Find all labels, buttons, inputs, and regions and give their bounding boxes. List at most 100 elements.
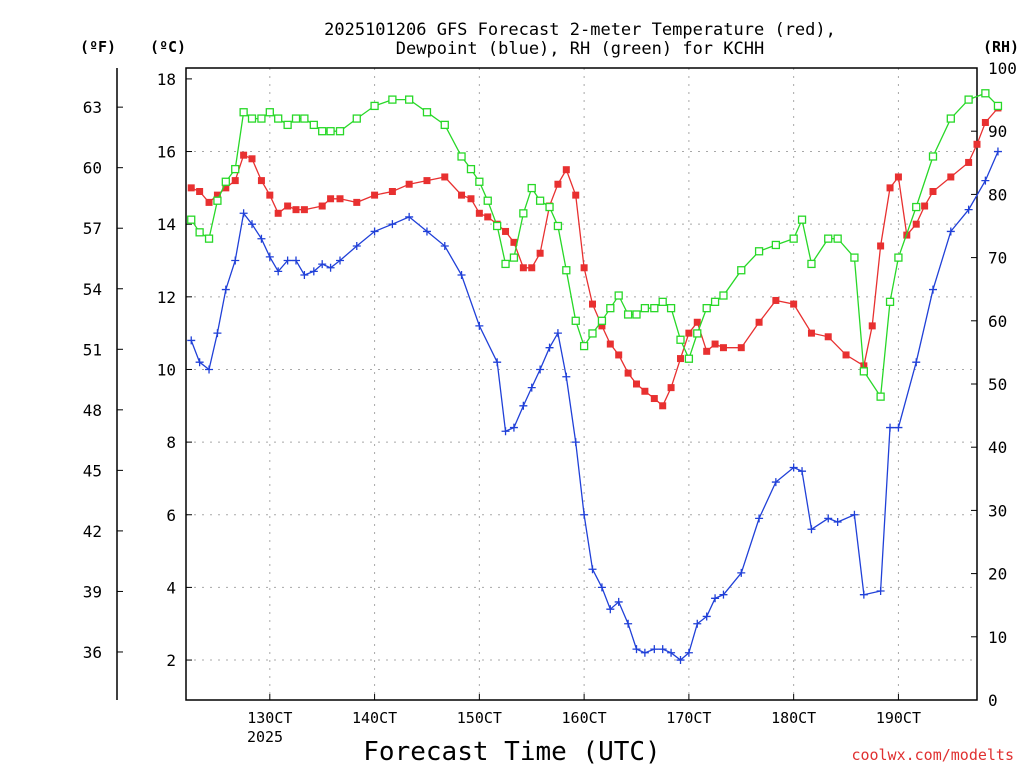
dewpoint-point — [318, 260, 327, 269]
dewpoint-point — [553, 329, 562, 338]
dewpoint-point — [597, 583, 606, 592]
temperature-point — [441, 173, 449, 181]
rh-point — [824, 234, 833, 243]
dewpoint-point — [527, 383, 536, 392]
dewpoint-point — [292, 256, 301, 265]
dewpoint-point — [405, 212, 414, 221]
temperature-point — [981, 118, 989, 126]
temperature-point — [737, 344, 745, 352]
dewpoint-point — [326, 263, 335, 272]
celsius-tick-label: 6 — [166, 506, 176, 525]
dewpoint-point — [257, 234, 266, 243]
rh-point — [623, 310, 633, 319]
temperature-point — [947, 173, 955, 181]
dewpoint-point — [693, 619, 702, 628]
dewpoint-point — [205, 365, 214, 374]
dewpoint-point — [886, 423, 895, 432]
dewpoint-point — [993, 147, 1002, 156]
fahrenheit-tick-label: 39 — [83, 582, 102, 601]
x-tick-label: 150CT — [457, 709, 502, 727]
x-tick-label: 180CT — [771, 709, 816, 727]
plot-frame — [185, 67, 978, 701]
temperature-point — [659, 402, 667, 410]
temperature-point — [475, 209, 483, 217]
rh-tick-label: 30 — [988, 501, 1007, 520]
dewpoint-point — [789, 463, 798, 472]
rh-point — [318, 127, 327, 136]
dewpoint-point — [571, 438, 580, 447]
rh-point — [204, 234, 214, 243]
temperature-point — [703, 347, 711, 355]
dewpoint-point — [580, 510, 589, 519]
rh-point — [405, 95, 414, 104]
rh-point — [283, 120, 292, 130]
temperature-point — [318, 202, 326, 210]
celsius-tick-label: 4 — [166, 578, 176, 597]
rh-point — [650, 304, 659, 313]
dewpoint-point — [300, 271, 309, 280]
rh-point — [876, 392, 885, 401]
rh-point — [440, 120, 449, 130]
rh-point — [710, 297, 720, 306]
dewpoint-point — [536, 365, 545, 374]
x-tick-label: 160CT — [562, 709, 607, 727]
rh-point — [493, 221, 502, 231]
rh-point — [676, 335, 685, 344]
dewpoint-point — [667, 648, 676, 657]
temperature-point — [965, 158, 973, 166]
temperature-point — [205, 198, 213, 206]
rh-point — [632, 310, 641, 319]
celsius-tick-label: 16 — [157, 143, 176, 162]
rh-tick-label: 90 — [988, 122, 1007, 141]
rh-point — [352, 114, 361, 123]
temperature-point — [423, 177, 431, 185]
dewpoint-point — [614, 597, 623, 606]
rh-point — [588, 329, 597, 338]
rh-point — [457, 152, 466, 161]
rh-point — [239, 108, 248, 117]
temperature-point — [606, 340, 614, 348]
rh-point — [885, 297, 895, 306]
rh-tick-label: 60 — [988, 312, 1007, 331]
rh-point — [335, 127, 345, 136]
temperature-point — [240, 151, 248, 159]
dewpoint-point — [946, 227, 955, 236]
rh-point — [571, 316, 580, 325]
dewpoint-point — [807, 525, 816, 534]
credit-link[interactable]: coolwx.com/modelts — [851, 746, 1014, 764]
dewpoint-point — [221, 285, 230, 294]
dewpoint-point — [894, 423, 903, 432]
dewpoint-point — [719, 590, 728, 599]
celsius-tick-label: 18 — [157, 70, 176, 89]
dewpoint-point — [213, 329, 222, 338]
x-tick-label: 130CT — [247, 709, 292, 727]
dewpoint-point — [562, 372, 571, 381]
dewpoint-point — [850, 510, 859, 519]
rh-point — [291, 114, 301, 123]
temperature-point — [693, 318, 701, 326]
fahrenheit-tick-label: 45 — [83, 461, 102, 480]
x-tick-label: 190CT — [876, 709, 921, 727]
dewpoint-point — [624, 619, 633, 628]
rh-point — [640, 304, 650, 313]
dewpoint-point — [928, 285, 937, 294]
rh-point — [545, 202, 554, 212]
temperature-point — [502, 227, 510, 235]
fahrenheit-tick-label: 48 — [83, 401, 102, 420]
dewpoint-point — [352, 241, 361, 250]
celsius-tick-label: 10 — [157, 360, 176, 379]
dewpoint-point — [231, 256, 240, 265]
grid-lines — [186, 68, 977, 700]
rh-point — [231, 164, 240, 174]
dewpoint-point — [711, 594, 720, 603]
dewpoint-point — [509, 423, 518, 432]
temperature-point — [894, 173, 902, 181]
celsius-unit-label: (ºC) — [150, 38, 186, 56]
temperature-point — [650, 395, 658, 403]
rh-point — [789, 234, 798, 243]
dewpoint-point — [309, 267, 318, 276]
celsius-tick-label: 8 — [166, 433, 176, 452]
dewpoint-point — [702, 612, 711, 621]
rh-point — [195, 228, 204, 237]
